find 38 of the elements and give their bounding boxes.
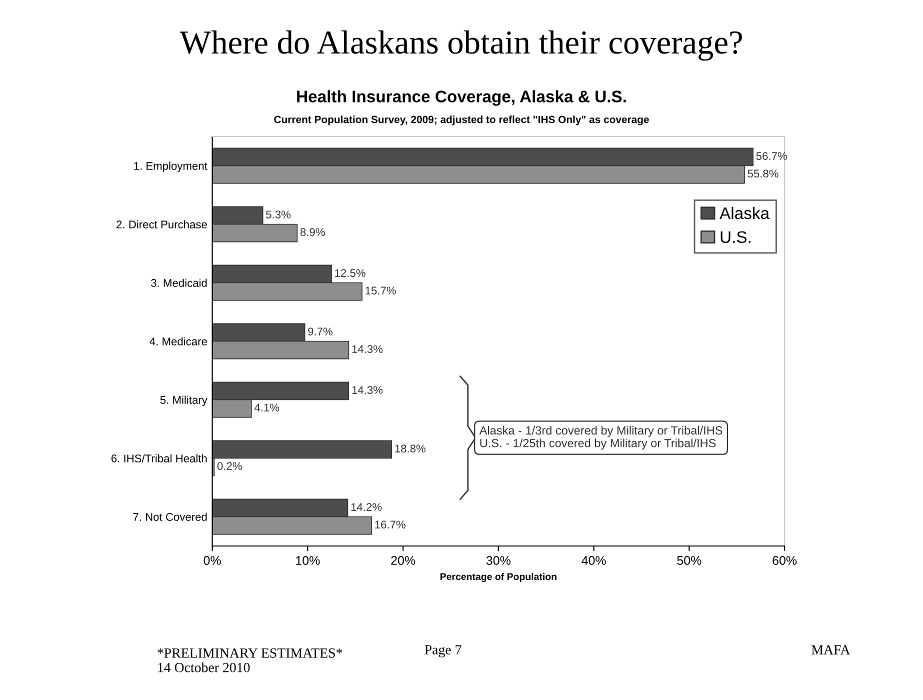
data-label: 4.1%	[254, 404, 280, 412]
x-tick-label: 40%	[582, 556, 606, 565]
data-label: 14.2%	[351, 503, 382, 511]
chart-title: Where do Alaskans obtain their coverage?	[180, 30, 742, 61]
data-label: 16.7%	[375, 520, 406, 529]
legend-label: U.S.	[720, 231, 750, 243]
data-label: 56.7%	[756, 152, 787, 160]
data-label: 14.3%	[352, 345, 383, 354]
y-tick-label: 7. Not Covered	[133, 512, 207, 521]
data-label: 0.2%	[217, 462, 242, 470]
chart-subtitle: Health Insurance Coverage, Alaska & U.S.	[297, 90, 626, 106]
text: MAFA	[812, 645, 850, 654]
annotation: Alaska - 1/3rd covered by Military or Tribal/IHS U.S. - 1/25th covered by Military or Tribal/IHS	[479, 426, 722, 450]
y-tick-label: 2. Direct Purchase	[116, 220, 207, 228]
x-tick-label: 10%	[296, 556, 320, 565]
y-tick-label: 3. Medicaid	[151, 278, 207, 287]
legend-label: Alaska	[720, 206, 770, 220]
x-tick-label: 50%	[677, 556, 702, 565]
y-tick-label: 1. Employment	[134, 162, 208, 172]
data-label: 14.3%	[352, 386, 383, 394]
x-tick-label: 0%	[204, 556, 221, 565]
text: *PRELIMINARY ESTIMATES* 14 October 2010	[158, 648, 342, 672]
text: Page 7	[424, 645, 462, 658]
data-label: 15.7%	[366, 286, 396, 295]
data-label: 18.8%	[395, 444, 426, 452]
data-label: 8.9%	[300, 228, 325, 236]
text: Current Population Survey, 2009; adjusted to reflect "IHS Only" as coverage	[274, 116, 649, 126]
data-label: 55.8%	[748, 170, 778, 178]
y-tick-label: 4. Medicare	[150, 337, 207, 346]
x-tick-label: 30%	[486, 556, 510, 565]
x-tick-label: 60%	[772, 556, 797, 565]
x-tick-label: 20%	[391, 556, 416, 565]
y-tick-label: 5. Military	[160, 396, 208, 406]
data-label: 9.7%	[308, 328, 333, 336]
data-label: 5.3%	[266, 210, 291, 218]
y-tick-label: 6. IHS/Tribal Health	[111, 454, 207, 462]
x-axis-title: Percentage of Population	[440, 572, 556, 582]
data-label: 12.5%	[335, 269, 366, 277]
